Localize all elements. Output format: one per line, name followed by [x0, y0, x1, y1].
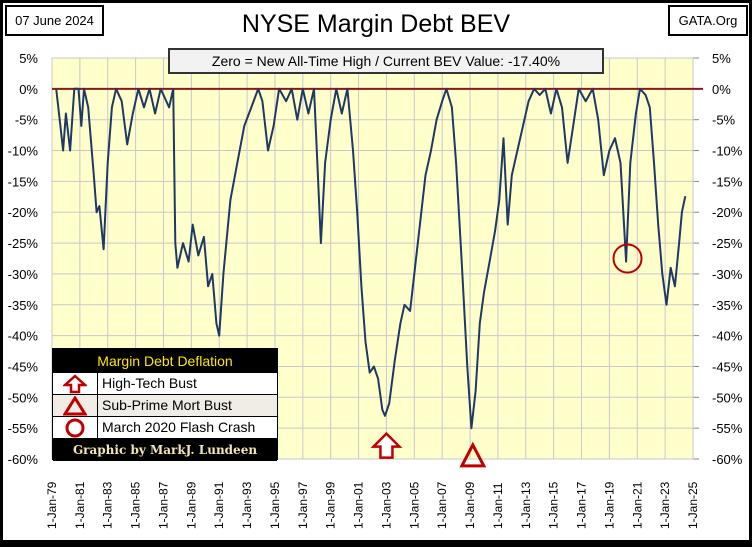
y-tick-label-right: 0%	[712, 82, 731, 97]
y-tick-label-left: -40%	[8, 329, 39, 344]
x-tick-label: 1-Jan-97	[296, 481, 310, 529]
y-tick-label-left: -30%	[8, 267, 39, 282]
y-tick-label-right: -10%	[712, 144, 743, 159]
legend-label: Sub-Prime Mort Bust	[102, 397, 232, 413]
x-tick-label: 1-Jan-03	[379, 481, 393, 529]
y-tick-label-right: -5%	[712, 113, 736, 128]
y-tick-label-left: -15%	[8, 174, 39, 189]
credit-label: Graphic by MarkJ. Lundeen	[53, 439, 277, 461]
y-tick-label-left: -55%	[8, 421, 39, 436]
summary-box: Zero = New All-Time High / Current BEV V…	[168, 48, 604, 74]
date-label: 07 June 2024	[5, 5, 104, 36]
legend-item: High-Tech Bust	[53, 373, 277, 395]
y-tick-label-right: -50%	[712, 390, 743, 405]
x-tick-label: 1-Jan-23	[658, 481, 672, 529]
triangle-icon	[63, 395, 87, 415]
series-line	[55, 87, 687, 430]
x-tick-label: 1-Jan-05	[407, 481, 421, 529]
y-tick-label-right: -35%	[712, 298, 743, 313]
source-label: GATA.Org	[668, 5, 748, 36]
x-tick-label: 1-Jan-09	[463, 481, 477, 529]
x-tick-label: 1-Jan-91	[212, 481, 226, 529]
x-tick-label: 1-Jan-95	[268, 481, 282, 529]
x-tick-label: 1-Jan-99	[324, 481, 338, 529]
y-tick-label-left: -20%	[8, 205, 39, 220]
x-tick-label: 1-Jan-81	[73, 481, 87, 529]
legend: Margin Debt Deflation High-Tech Bust Sub…	[52, 348, 278, 461]
y-tick-label-left: 0%	[19, 82, 38, 97]
x-tick-label: 1-Jan-19	[602, 481, 616, 529]
x-tick-label: 1-Jan-25	[686, 481, 700, 529]
legend-label: High-Tech Bust	[102, 375, 197, 391]
legend-item: March 2020 Flash Crash	[53, 417, 277, 439]
x-tick-label: 1-Jan-07	[435, 481, 449, 529]
y-tick-label-left: -50%	[8, 390, 39, 405]
x-tick-label: 1-Jan-83	[101, 481, 115, 529]
x-tick-label: 1-Jan-17	[575, 481, 589, 529]
y-tick-label-left: -25%	[8, 236, 39, 251]
arrow-up-icon	[63, 373, 87, 393]
circle-icon	[65, 418, 85, 437]
y-tick-label-left: -60%	[8, 452, 39, 467]
x-tick-label: 1-Jan-21	[630, 481, 644, 529]
x-tick-label: 1-Jan-87	[156, 481, 170, 529]
y-tick-label-right: 5%	[712, 51, 731, 66]
y-tick-label-right: -40%	[712, 329, 743, 344]
annotation-circle-icon	[612, 243, 643, 274]
x-tick-label: 1-Jan-93	[240, 481, 254, 529]
annotation-arrow-up-icon	[370, 431, 403, 459]
y-tick-label-right: -15%	[712, 174, 743, 189]
y-tick-label-right: -45%	[712, 359, 743, 374]
x-tick-label: 1-Jan-15	[547, 481, 561, 529]
y-tick-label-right: -55%	[712, 421, 743, 436]
legend-item: Sub-Prime Mort Bust	[53, 395, 277, 417]
y-tick-label-left: 5%	[19, 51, 38, 66]
x-tick-label: 1-Jan-85	[129, 481, 143, 529]
y-tick-label-right: -30%	[712, 267, 743, 282]
y-tick-label-left: -35%	[8, 298, 39, 313]
y-tick-label-left: -45%	[8, 359, 39, 374]
legend-label: March 2020 Flash Crash	[102, 419, 256, 435]
x-tick-label: 1-Jan-13	[519, 481, 533, 529]
y-tick-label-left: -5%	[15, 113, 39, 128]
chart-title: NYSE Margin Debt BEV	[241, 10, 511, 38]
y-tick-label-right: -20%	[712, 205, 743, 220]
y-tick-label-right: -60%	[712, 452, 743, 467]
x-tick-label: 1-Jan-11	[491, 482, 505, 529]
x-tick-label: 1-Jan-79	[45, 481, 59, 529]
y-tick-label-right: -25%	[712, 236, 743, 251]
annotation-triangle-icon	[459, 441, 487, 468]
legend-title: Margin Debt Deflation	[53, 349, 277, 373]
x-tick-label: 1-Jan-01	[352, 481, 366, 529]
x-tick-label: 1-Jan-89	[184, 481, 198, 529]
y-tick-label-left: -10%	[8, 144, 39, 159]
